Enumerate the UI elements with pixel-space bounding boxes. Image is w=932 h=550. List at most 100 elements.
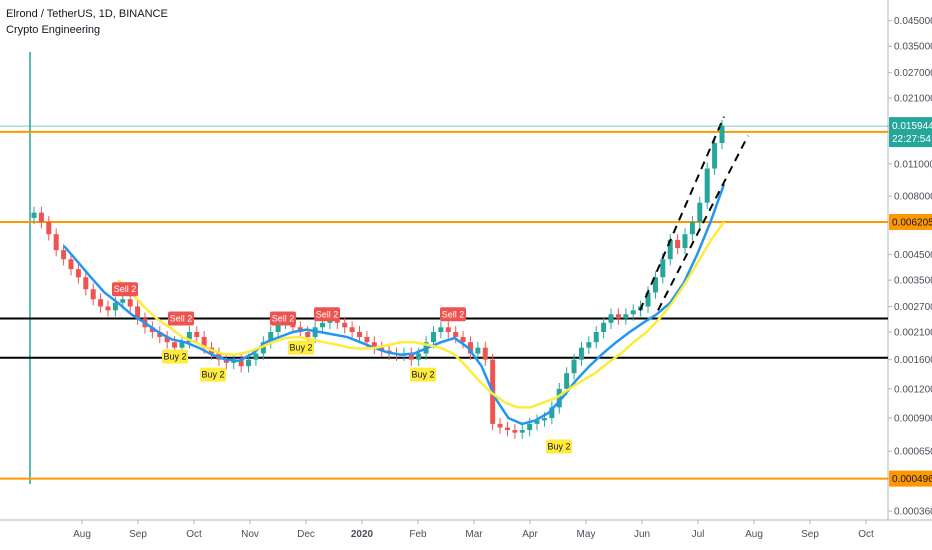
sell-signal-badge bbox=[168, 311, 194, 326]
x-tick-label: Aug bbox=[73, 529, 91, 540]
candle-body bbox=[179, 342, 185, 348]
candle-body bbox=[541, 418, 547, 421]
sell-signal-label: Sell 2 bbox=[272, 313, 295, 323]
buy-signal-badge bbox=[288, 340, 314, 355]
buy-signal-label: Buy 2 bbox=[547, 442, 570, 452]
candle-body bbox=[68, 259, 74, 270]
x-tick-label: Jun bbox=[634, 529, 650, 540]
trend-channel-lower bbox=[657, 135, 749, 311]
candle-body bbox=[519, 430, 525, 433]
candle-body bbox=[75, 269, 81, 278]
sell-signal-label: Sell 2 bbox=[316, 309, 339, 319]
candle-body bbox=[430, 332, 436, 343]
candle-body bbox=[719, 125, 725, 144]
buy-signal-badge bbox=[162, 349, 188, 364]
candle-body bbox=[253, 353, 259, 360]
slow-ma-line bbox=[117, 221, 726, 409]
candle-body bbox=[601, 322, 607, 333]
candle-body bbox=[460, 336, 466, 343]
candle-body bbox=[549, 407, 555, 419]
candle-body bbox=[556, 388, 562, 408]
candle-body bbox=[238, 359, 244, 367]
candle-body bbox=[112, 302, 118, 311]
x-tick-label: Aug bbox=[745, 529, 763, 540]
current-price-tag-bg bbox=[889, 117, 932, 148]
candle-body bbox=[571, 359, 577, 374]
candle-body bbox=[689, 222, 695, 235]
buy-signal-label: Buy 2 bbox=[163, 352, 186, 362]
trend-channel-upper bbox=[639, 116, 725, 311]
y-tick-label: 0.004500 bbox=[894, 250, 932, 261]
candle-body bbox=[31, 212, 37, 218]
y-tick-label: 0.045000 bbox=[894, 16, 932, 27]
level-price-tag-bg bbox=[889, 213, 932, 230]
sell-signal-label: Sell 2 bbox=[170, 313, 193, 323]
candle-body bbox=[697, 202, 703, 223]
candle-body bbox=[223, 359, 229, 363]
candle-body bbox=[467, 342, 473, 354]
sell-signal-badge bbox=[440, 307, 466, 322]
candle-body bbox=[371, 342, 377, 348]
candle-body bbox=[512, 430, 518, 433]
candle-body bbox=[38, 212, 44, 223]
candle-body bbox=[675, 239, 681, 249]
candle-body bbox=[445, 327, 451, 333]
buy-signal-label: Buy 2 bbox=[201, 370, 224, 380]
candle-body bbox=[98, 299, 104, 307]
candle-body bbox=[482, 347, 488, 360]
level-price-tag-bg bbox=[889, 470, 932, 487]
y-tick-label: 0.000360 bbox=[894, 507, 932, 518]
y-tick-label: 0.001200 bbox=[894, 384, 932, 395]
y-tick-label: 0.001600 bbox=[894, 355, 932, 366]
candle-body bbox=[645, 292, 651, 307]
candle-body bbox=[275, 322, 281, 333]
sell-signal-label: Sell 2 bbox=[114, 284, 137, 294]
candle-body bbox=[305, 332, 311, 337]
candle-body bbox=[586, 342, 592, 348]
candle-body bbox=[127, 299, 133, 307]
candle-body bbox=[475, 347, 481, 354]
candle-body bbox=[704, 168, 710, 203]
chart-title: Elrond / TetherUS, 1D, BINANCE bbox=[6, 8, 168, 20]
candle-body bbox=[135, 306, 141, 319]
candle-body bbox=[53, 234, 59, 251]
x-tick-label: Sep bbox=[129, 529, 147, 540]
candle-body bbox=[186, 332, 192, 343]
y-tick-label: 0.027000 bbox=[894, 68, 932, 79]
candle-body bbox=[268, 332, 274, 343]
candle-body bbox=[682, 234, 688, 249]
candle-body bbox=[260, 342, 266, 354]
candle-body bbox=[194, 332, 200, 337]
y-tick-label: 0.002100 bbox=[894, 328, 932, 339]
x-tick-label: Sep bbox=[801, 529, 819, 540]
x-tick-label: May bbox=[577, 529, 596, 540]
x-tick-label: 2020 bbox=[351, 529, 374, 540]
candle-body bbox=[157, 332, 163, 337]
buy-signal-label: Buy 2 bbox=[411, 370, 434, 380]
x-tick-label: Oct bbox=[858, 529, 874, 540]
candle-body bbox=[564, 373, 570, 389]
x-tick-label: Oct bbox=[186, 529, 202, 540]
candle-body bbox=[246, 359, 252, 367]
buy-signal-badge bbox=[200, 367, 226, 382]
x-tick-label: Mar bbox=[465, 529, 483, 540]
level-price-tag: 0.006205 bbox=[892, 217, 932, 228]
candle-body bbox=[90, 289, 96, 300]
sell-signal-badge bbox=[112, 282, 138, 297]
candle-body bbox=[172, 342, 178, 348]
candle-body bbox=[623, 314, 629, 319]
candle-body bbox=[608, 314, 614, 323]
candle-body bbox=[630, 310, 636, 315]
candle-body bbox=[652, 277, 658, 293]
candle-body bbox=[46, 222, 52, 235]
candle-body bbox=[504, 427, 510, 431]
candle-body bbox=[342, 322, 348, 328]
candle-body bbox=[438, 327, 444, 333]
candle-body bbox=[164, 336, 170, 343]
candle-body bbox=[453, 332, 459, 337]
fast-ma-line bbox=[63, 183, 726, 426]
current-price-tag: 0.015944 bbox=[892, 121, 932, 132]
candle-body bbox=[320, 322, 326, 328]
x-tick-label: Dec bbox=[297, 529, 315, 540]
